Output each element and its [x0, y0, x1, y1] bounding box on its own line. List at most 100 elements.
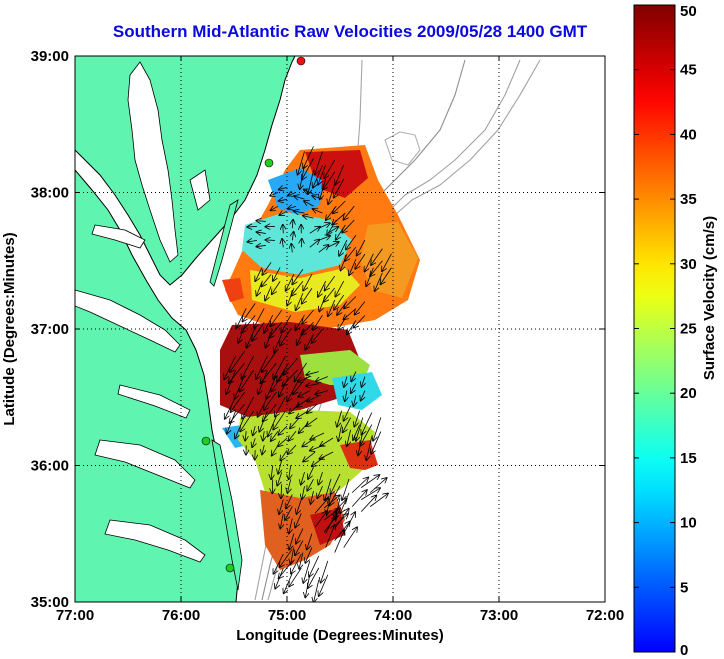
- velocity-arrow: [351, 490, 367, 507]
- colorbar-ticks: 0 5 10 15 20 25 30 35 40 45 50: [634, 3, 697, 659]
- y-tick-label: 38:00: [31, 185, 69, 202]
- velocity-arrow: [301, 472, 305, 484]
- velocity-arrow: [307, 533, 313, 550]
- velocity-arrow: [275, 396, 286, 416]
- velocity-arrow: [302, 486, 305, 499]
- velocity-arrow: [314, 498, 328, 514]
- colorbar-tick-label: 25: [680, 321, 697, 338]
- x-axis-label: Longitude (Degrees:Minutes): [236, 627, 444, 644]
- y-tick-label: 35:00: [31, 594, 69, 611]
- chart-title: Southern Mid-Atlantic Raw Velocities 200…: [112, 22, 588, 41]
- velocity-arrow: [299, 422, 309, 433]
- velocity-arrow: [366, 267, 374, 286]
- velocity-arrow: [312, 328, 323, 343]
- velocity-arrows: [224, 146, 392, 602]
- velocity-arrow: [256, 221, 266, 222]
- velocity-arrow: [241, 315, 256, 332]
- velocity-arrow: [318, 223, 330, 229]
- velocity-arrow: [373, 417, 382, 441]
- velocity-arrow: [313, 209, 323, 213]
- velocity-arrow: [366, 436, 373, 461]
- velocity-arrow: [344, 296, 357, 309]
- velocity-arrow: [241, 355, 254, 379]
- velocity-arrow: [325, 512, 337, 534]
- velocity-arrow: [362, 376, 365, 387]
- velocity-arrow: [355, 253, 366, 269]
- velocity-arrow: [273, 553, 284, 574]
- velocity-arrow: [236, 308, 247, 328]
- velocity-arrow: [338, 315, 348, 330]
- velocity-arrow: [279, 211, 288, 215]
- velocity-arrow: [248, 240, 257, 241]
- velocity-arrow: [297, 499, 302, 513]
- velocity-arrow: [283, 225, 284, 234]
- velocity-arrow: [262, 262, 272, 274]
- velocity-arrow: [347, 429, 351, 446]
- velocity-arrow: [334, 294, 345, 310]
- site-marker-cape-may: [296, 56, 306, 66]
- y-tick-label: 36:00: [31, 458, 69, 475]
- velocity-arrow: [306, 417, 318, 426]
- velocity-arrow: [273, 410, 286, 429]
- velocity-arrow: [292, 220, 293, 229]
- velocity-arrow: [325, 478, 332, 500]
- site-marker-hatteras: [225, 563, 235, 573]
- heatmap-region-south: [220, 322, 360, 418]
- velocity-arrow: [229, 362, 245, 383]
- velocity-arrow: [287, 381, 298, 401]
- velocity-arrow: [343, 512, 355, 534]
- colorbar-label: Surface Velocity (cm/s): [701, 216, 718, 380]
- velocity-arrow: [282, 369, 298, 386]
- velocity-arrow: [280, 328, 292, 345]
- velocity-arrow: [278, 460, 282, 473]
- velocity-arrow: [335, 280, 345, 296]
- velocity-arrow: [371, 248, 383, 265]
- velocity-arrow: [298, 151, 305, 174]
- velocity-arrow: [238, 322, 247, 342]
- velocity-arrow: [313, 314, 323, 330]
- velocity-arrow: [311, 491, 314, 504]
- x-tick-label: 74:00: [374, 607, 412, 624]
- velocity-arrow: [375, 272, 383, 291]
- velocity-arrow: [257, 281, 263, 295]
- velocity-arrow: [282, 239, 283, 248]
- velocity-arrow: [291, 547, 294, 564]
- velocity-arrow: [235, 415, 245, 438]
- velocity-arrow: [318, 245, 329, 253]
- velocity-arrow: [344, 405, 351, 421]
- velocity-arrow: [262, 274, 272, 286]
- velocity-arrow: [235, 374, 245, 399]
- velocity-arrow: [288, 206, 297, 208]
- velocity-arrow: [270, 192, 279, 195]
- velocity-arrow: [344, 376, 347, 387]
- velocity-arrow: [298, 376, 310, 382]
- colorbar-gradient: [633, 4, 676, 653]
- velocity-arrow: [319, 574, 329, 596]
- velocity-arrow: [285, 506, 293, 519]
- velocity-arrow: [323, 495, 339, 509]
- velocity-arrow: [318, 472, 323, 484]
- velocity-arrow: [281, 314, 292, 332]
- colorbar-tick-label: 35: [680, 191, 697, 208]
- velocity-arrow: [274, 334, 283, 352]
- velocity-arrow: [295, 314, 305, 330]
- velocity-arrow: [305, 574, 311, 597]
- velocity-arrow: [327, 227, 338, 234]
- y-axis-ticks: 35:00 36:00 37:00 38:00 39:00: [31, 48, 605, 611]
- velocity-arrow: [357, 239, 366, 255]
- velocity-arrow: [297, 398, 309, 407]
- y-axis-label: Latitude (Degrees:Minutes): [1, 232, 18, 425]
- colorbar-tick-label: 45: [680, 62, 697, 79]
- velocity-arrow: [343, 527, 357, 548]
- velocity-arrow: [296, 293, 304, 310]
- velocity-arrow: [279, 187, 288, 189]
- velocity-arrow: [320, 178, 327, 199]
- colorbar: 0 5 10 15 20 25 30 35 40 45 50 Surface Velocity (c…: [633, 3, 718, 659]
- velocity-arrow: [312, 456, 325, 466]
- velocity-arrow: [307, 395, 319, 402]
- velocity-arrow: [243, 303, 256, 321]
- velocity-arrow: [226, 369, 236, 394]
- velocity-arrow: [370, 260, 383, 276]
- velocity-arrow: [334, 530, 345, 553]
- velocity-arrow: [273, 355, 286, 379]
